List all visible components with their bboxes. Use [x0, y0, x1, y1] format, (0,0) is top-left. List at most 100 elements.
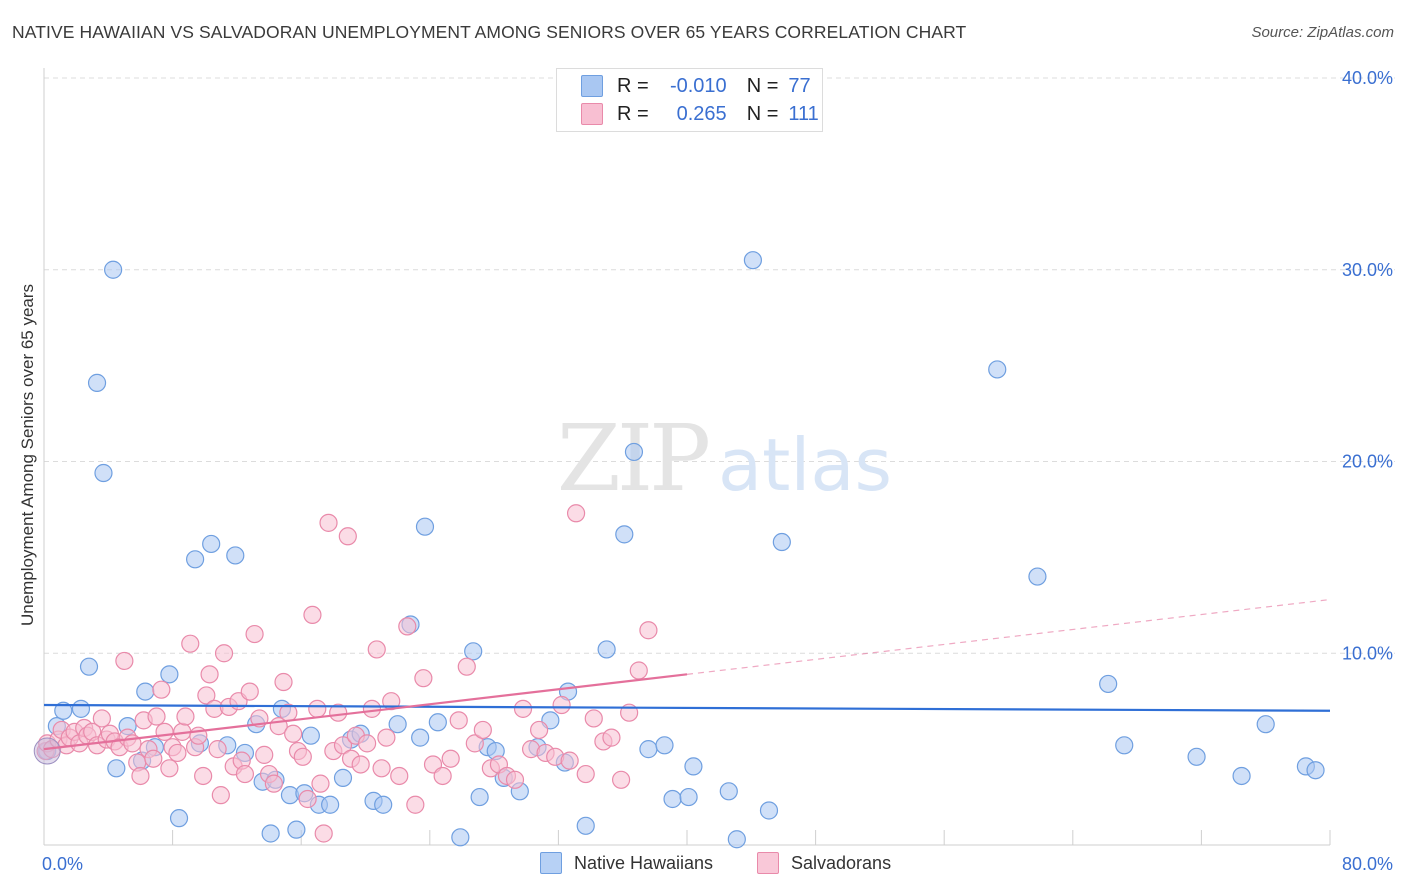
data-point	[428, 713, 447, 732]
source-label: Source: ZipAtlas.com	[1251, 24, 1394, 41]
data-point	[615, 525, 634, 544]
data-point	[449, 711, 468, 730]
data-point	[576, 764, 595, 784]
data-point	[655, 736, 674, 755]
data-point	[415, 517, 435, 536]
data-point	[136, 682, 155, 701]
data-point	[197, 686, 216, 705]
data-point	[87, 373, 107, 392]
legend-item-salvadorans[interactable]: Salvadorans	[757, 852, 891, 874]
legend-n-label: N =	[746, 102, 779, 125]
watermark-atlas: atlas	[718, 423, 892, 507]
correlation-legend: R = -0.010 N = 77 R = 0.265 N = 111	[556, 68, 823, 132]
y-tick-label: 30.0%	[1342, 260, 1393, 280]
axes	[43, 68, 1331, 846]
trend-lines	[43, 598, 1331, 751]
data-point	[54, 701, 73, 720]
data-point	[663, 789, 682, 809]
data-point	[321, 795, 340, 814]
legend-swatch-pink	[581, 103, 603, 125]
data-point	[274, 672, 293, 692]
legend-label-native-hawaiians: Native Hawaiians	[574, 852, 714, 873]
data-point	[104, 260, 123, 279]
data-point	[1256, 715, 1275, 734]
data-point	[464, 642, 483, 661]
tick-labels: 10.0% 20.0% 30.0% 40.0% 0.0% 80.0%	[42, 68, 1393, 874]
legend-swatch-blue	[581, 75, 603, 97]
data-point	[597, 640, 616, 659]
data-point	[169, 809, 189, 828]
data-point	[194, 766, 213, 786]
data-point	[406, 795, 425, 814]
data-point	[1099, 674, 1118, 694]
data-point	[202, 534, 221, 554]
data-point	[226, 546, 245, 565]
data-point	[377, 728, 396, 747]
series-legend: Native Hawaiians Salvadorans	[0, 852, 1406, 876]
data-point	[261, 824, 280, 843]
legend-row-salvadorans: R = 0.265 N = 111	[581, 101, 819, 127]
data-point	[298, 789, 317, 809]
y-tick-label: 40.0%	[1342, 68, 1393, 88]
data-point	[1187, 747, 1206, 766]
data-point	[727, 830, 746, 849]
data-point	[374, 795, 393, 814]
data-point	[362, 699, 382, 718]
chart-title: NATIVE HAWAIIAN VS SALVADORAN UNEMPLOYME…	[12, 22, 967, 42]
data-point	[287, 820, 306, 839]
data-point	[433, 766, 452, 786]
data-point	[214, 644, 234, 663]
grid-lines	[44, 77, 1395, 654]
data-point	[1232, 766, 1251, 786]
data-point	[319, 513, 338, 532]
legend-swatch-native-hawaiians	[540, 852, 562, 874]
data-point	[602, 728, 621, 747]
data-point	[235, 764, 255, 784]
data-point	[240, 682, 259, 701]
legend-n-value: 111	[788, 102, 819, 125]
y-axis-label: Unemployment Among Seniors over 65 years	[18, 283, 37, 627]
data-point	[576, 816, 595, 835]
series-salvadorans	[33, 504, 658, 843]
trend-line-salvadorans	[43, 673, 688, 751]
data-point	[411, 728, 430, 747]
trend-line-salvadorans-extension	[686, 598, 1331, 675]
data-point	[584, 709, 603, 728]
legend-item-native-hawaiians[interactable]: Native Hawaiians	[540, 852, 713, 874]
data-point	[451, 828, 470, 847]
data-point	[311, 774, 330, 793]
y-tick-label: 10.0%	[1342, 643, 1393, 663]
legend-r-label: R =	[617, 102, 649, 125]
data-point	[560, 751, 579, 770]
data-point	[679, 787, 698, 807]
data-point	[176, 707, 195, 726]
data-point	[293, 747, 312, 766]
data-point	[301, 726, 320, 745]
data-point	[611, 770, 631, 789]
data-point	[211, 786, 230, 805]
data-point	[624, 442, 644, 462]
data-point	[552, 695, 571, 715]
data-point	[513, 699, 533, 718]
data-point	[144, 749, 163, 768]
data-point	[94, 463, 113, 483]
watermark: ZIP atlas	[557, 405, 892, 512]
data-point	[264, 774, 283, 793]
data-point	[759, 801, 779, 820]
data-point	[333, 768, 353, 787]
data-point	[414, 669, 433, 688]
data-point	[314, 824, 333, 843]
legend-swatch-salvadorans	[757, 852, 779, 874]
legend-n-value: 77	[788, 74, 811, 97]
data-point	[470, 787, 489, 807]
data-point	[284, 724, 303, 743]
data-point	[1028, 567, 1047, 586]
trend-line-native-hawaiians	[43, 703, 1331, 712]
data-point	[639, 740, 658, 759]
data-point	[147, 707, 166, 726]
data-point	[181, 634, 200, 653]
legend-n-label: N =	[746, 74, 779, 97]
data-point	[208, 740, 227, 759]
data-point	[115, 651, 134, 671]
